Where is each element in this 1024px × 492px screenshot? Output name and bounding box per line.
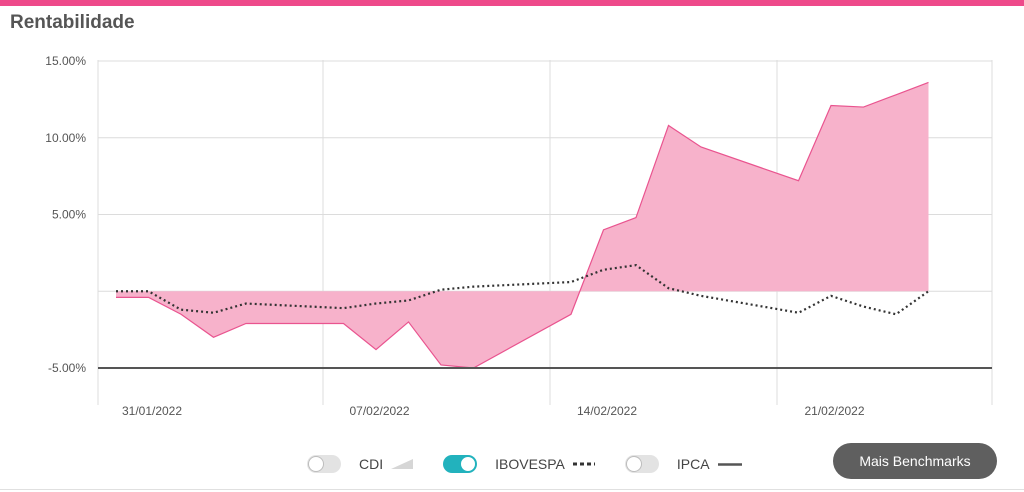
fund-line xyxy=(116,81,929,369)
cdi-label: CDI xyxy=(359,456,384,472)
x-tick-label: 31/01/2022 xyxy=(122,404,182,418)
legend-item-ibovespa[interactable]: IBOVESPA xyxy=(443,455,595,473)
legend-item-cdi[interactable]: CDI xyxy=(307,455,414,473)
y-axis-labels: -5.00% 5.00% 10.00% 15.00% xyxy=(45,54,86,375)
fund-area xyxy=(116,82,929,369)
x-tick-label: 21/02/2022 xyxy=(804,404,864,418)
rentabilidade-chart: -5.00% 5.00% 10.00% 15.00% 31/01/2022 07/02/… xyxy=(45,54,993,418)
toggle-knob xyxy=(460,456,477,472)
toggle-knob xyxy=(308,456,324,472)
x-tick-label: 14/02/2022 xyxy=(577,404,637,418)
y-tick-label: 10.00% xyxy=(45,131,86,145)
chart-series xyxy=(98,81,992,369)
top-accent-bar xyxy=(0,0,1024,6)
mais-benchmarks-button[interactable]: Mais Benchmarks xyxy=(833,443,997,479)
y-tick-label: 5.00% xyxy=(52,208,86,222)
ibovespa-label: IBOVESPA xyxy=(495,456,565,472)
y-tick-label: 15.00% xyxy=(45,54,86,68)
ibovespa-line xyxy=(116,264,930,316)
ipca-toggle[interactable] xyxy=(624,455,659,473)
ipca-solid-line-icon xyxy=(717,462,742,466)
x-axis-labels: 31/01/2022 07/02/2022 14/02/2022 21/02/2022 xyxy=(122,404,865,418)
ibovespa-dashed-line-icon xyxy=(572,462,595,466)
ipca-label: IPCA xyxy=(676,456,710,472)
y-tick-label: -5.00% xyxy=(48,361,86,375)
chart-legend: CDI IBOVESPA IPCA xyxy=(307,452,772,476)
chart-grid xyxy=(97,60,993,405)
x-tick-label: 07/02/2022 xyxy=(349,404,409,418)
legend-item-ipca[interactable]: IPCA xyxy=(624,455,742,473)
ibovespa-toggle[interactable] xyxy=(443,455,478,473)
page-title: Rentabilidade xyxy=(10,12,135,33)
bottom-divider xyxy=(0,489,1024,490)
cdi-area-swatch-icon xyxy=(391,459,414,469)
toggle-knob xyxy=(625,456,642,472)
cdi-toggle[interactable] xyxy=(307,455,341,473)
